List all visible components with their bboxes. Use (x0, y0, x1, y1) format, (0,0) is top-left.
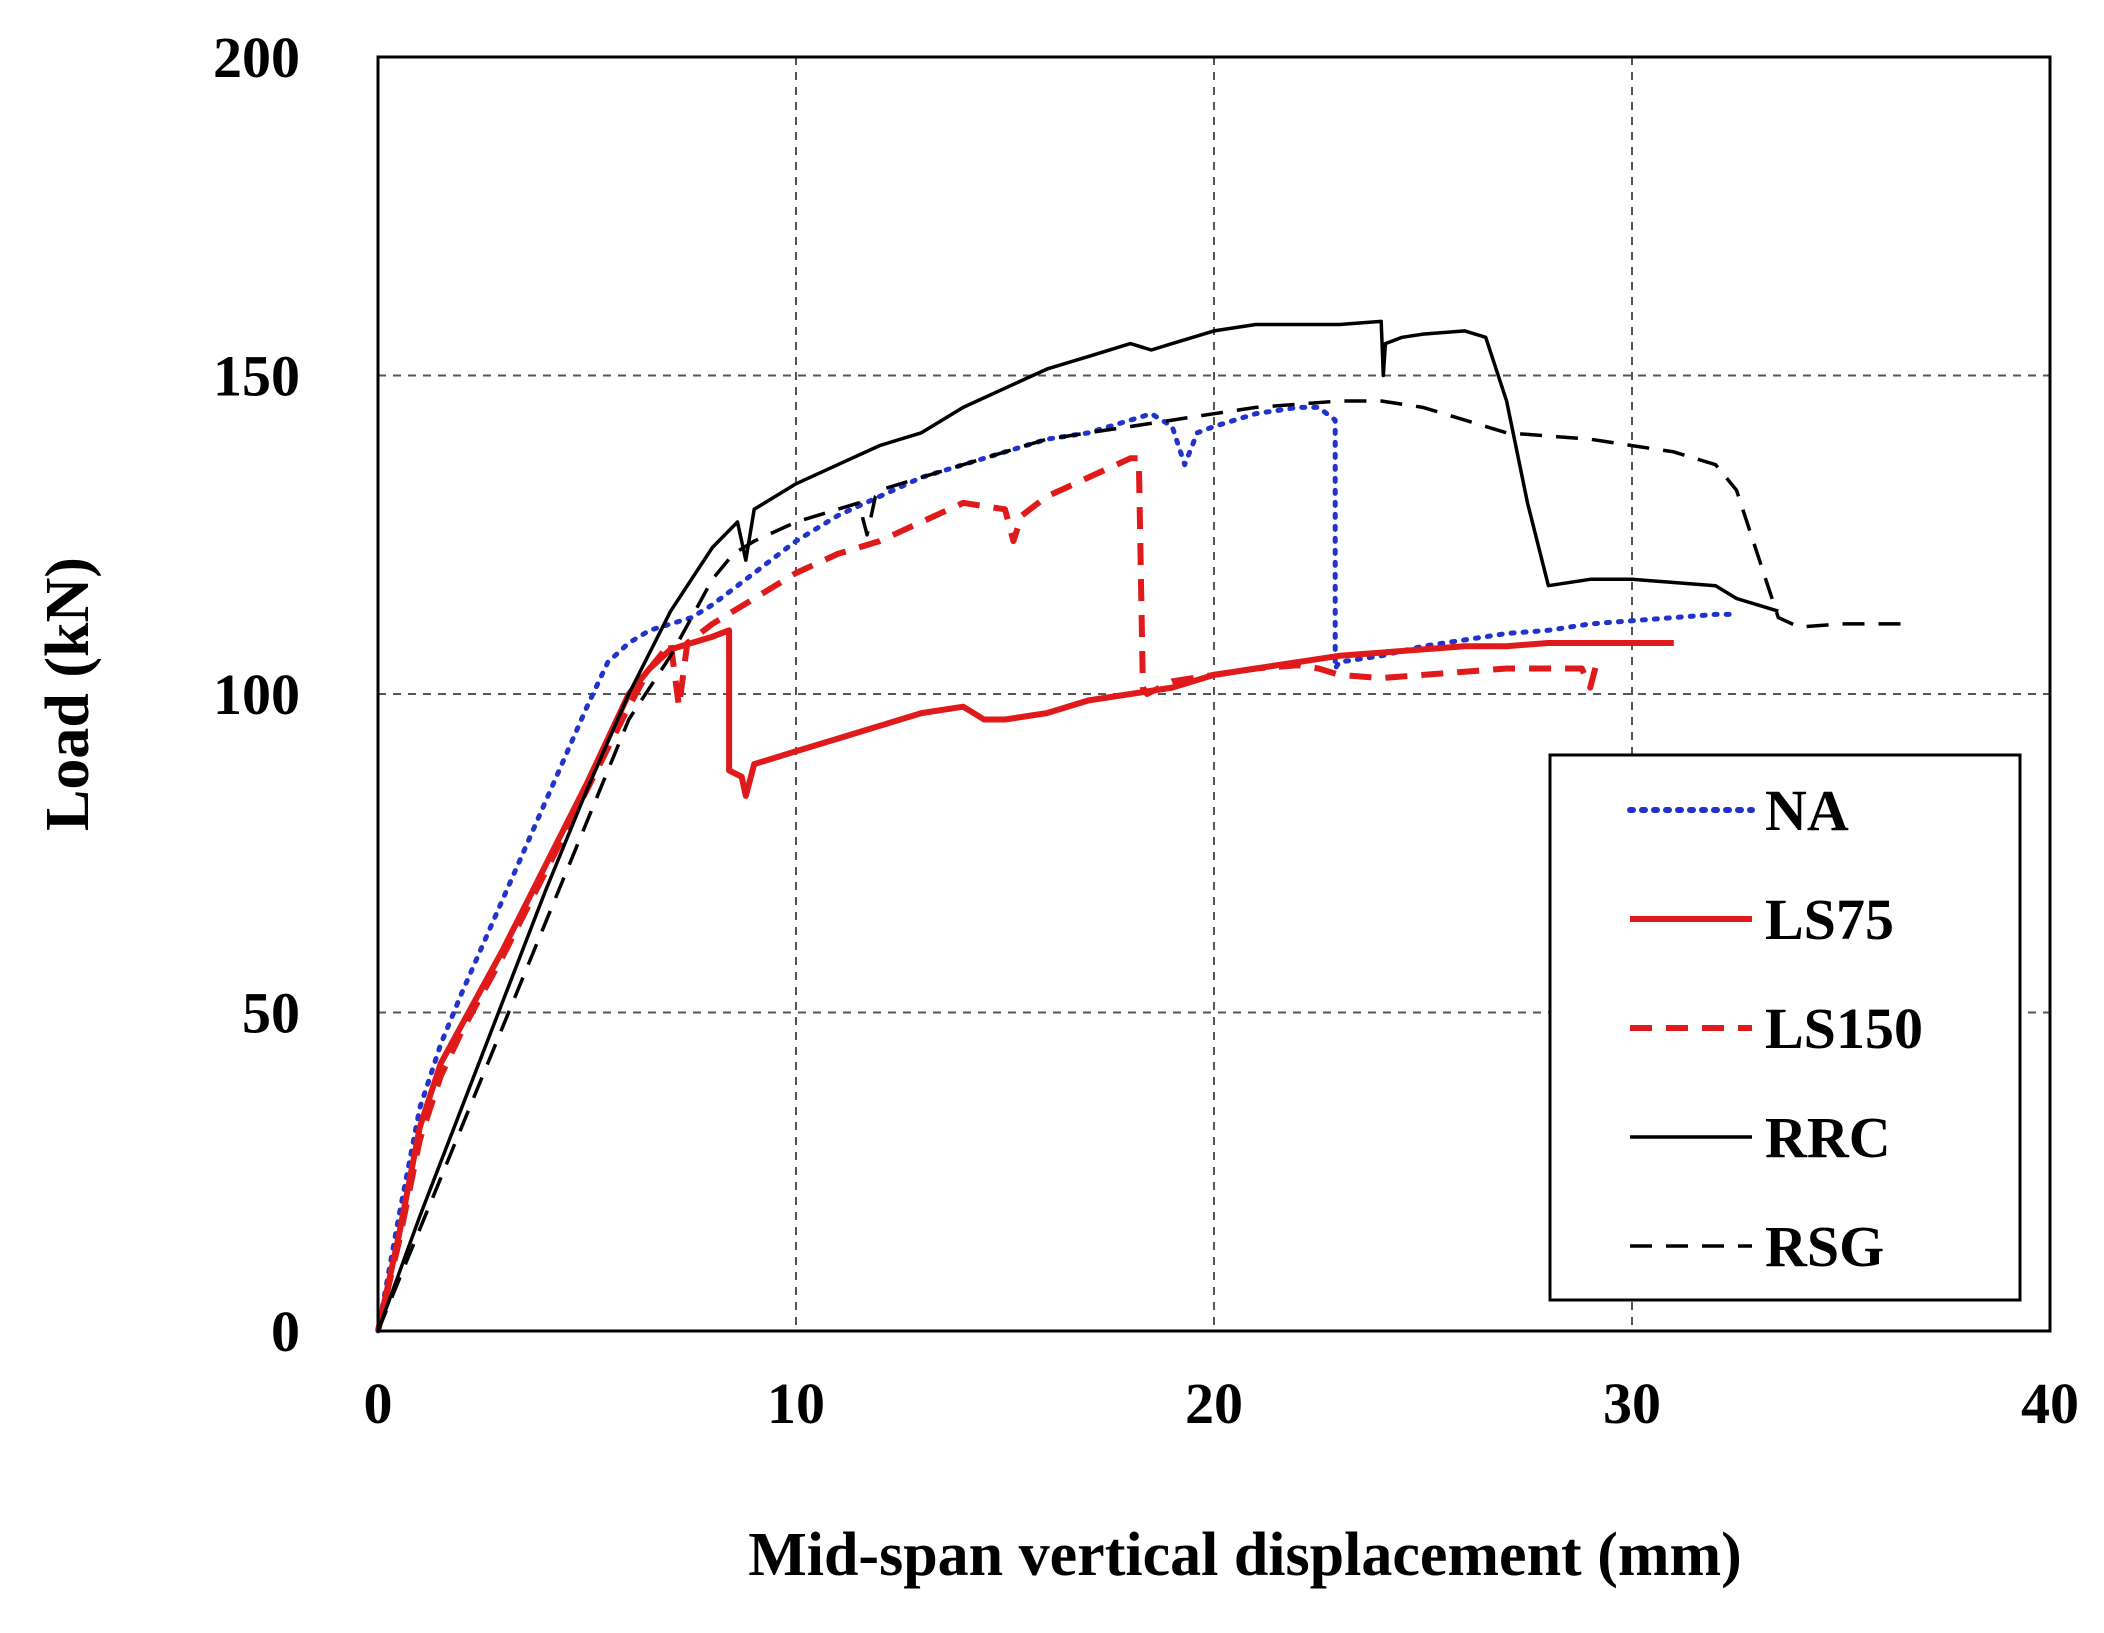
legend-items: NA LS75 LS150 RRC RSG (1627, 778, 1923, 1279)
y-tick-label: 50 (242, 981, 300, 1046)
grid-lines (378, 57, 2050, 1331)
x-tick-label: 0 (364, 1371, 393, 1436)
legend-box (1548, 753, 2022, 1302)
y-tick-label: 150 (213, 344, 300, 409)
series-line-rrc (376, 319, 1779, 1332)
series-line-rsg (376, 399, 1904, 1332)
x-tick-label: 30 (1603, 1371, 1661, 1436)
legend-label-ls75: LS75 (1765, 887, 1894, 952)
x-tick-label: 20 (1185, 1371, 1243, 1436)
legend-label-rrc: RRC (1765, 1105, 1891, 1170)
x-axis-ticks: 0 10 20 30 40 (364, 1371, 2080, 1436)
y-tick-label: 100 (213, 662, 300, 727)
x-tick-label: 40 (2021, 1371, 2079, 1436)
series-line-na (375, 404, 1739, 1334)
plot-area-frame (376, 55, 2052, 1333)
y-tick-label: 0 (271, 1299, 300, 1364)
legend: NA LS75 LS150 RRC RSG (1548, 753, 2022, 1302)
series-line-ls75 (375, 627, 1674, 1332)
legend-label-rsg: RSG (1765, 1214, 1884, 1279)
legend-label-ls150: LS150 (1765, 996, 1923, 1061)
legend-label-na: NA (1765, 778, 1849, 843)
x-tick-label: 10 (767, 1371, 825, 1436)
y-axis-ticks: 0 50 100 150 200 (213, 25, 300, 1364)
x-axis-title: Mid-span vertical displacement (mm) (748, 1521, 1742, 1589)
y-tick-label: 200 (213, 25, 300, 90)
series-line-ls150 (375, 455, 1602, 1332)
y-axis-title: Load (kN) (34, 557, 102, 831)
series-lines (375, 319, 1904, 1334)
